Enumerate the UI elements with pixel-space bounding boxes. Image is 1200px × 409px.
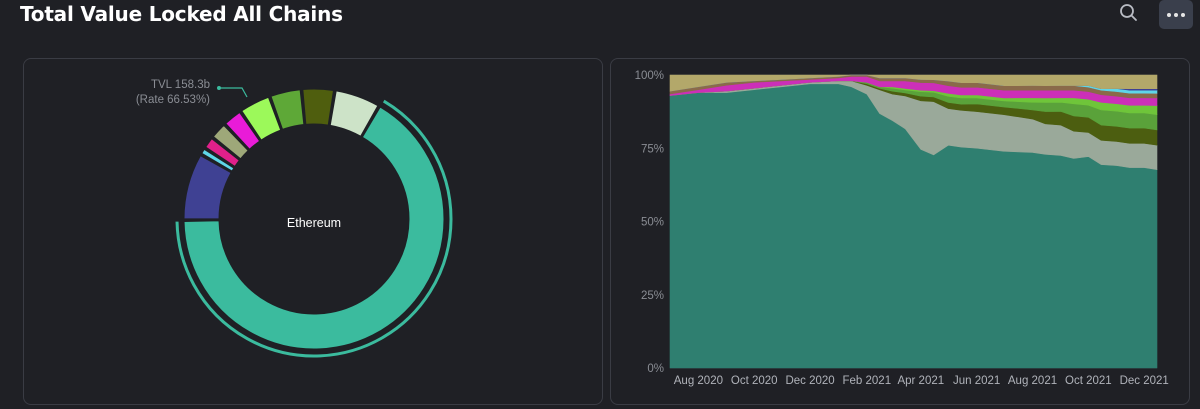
- x-tick-label: Jun 2021: [953, 375, 1000, 387]
- donut-slice-3[interactable]: [205, 137, 240, 168]
- donut-slice-8[interactable]: [302, 88, 335, 126]
- donut-slice-ethereum[interactable]: [183, 106, 445, 350]
- x-tick-label: Oct 2021: [1065, 375, 1112, 387]
- stacked-area-chart: 0% 25% 50% 75% 100% Aug 2020 Oct 2020 Dec 2020…: [635, 70, 1169, 387]
- area-series-9[interactable]: [669, 74, 1158, 92]
- header: Total Value Locked All Chains: [0, 0, 1200, 34]
- donut-slice-2[interactable]: [201, 148, 235, 172]
- search-icon: [1120, 4, 1137, 21]
- donut-center-label: Ethereum: [287, 216, 341, 230]
- donut-slice-5[interactable]: [225, 111, 261, 150]
- tooltip-tvl: TVL 158.3b: [151, 79, 210, 91]
- x-tick-label: Dec 2021: [1120, 375, 1169, 387]
- y-tick-label: 0%: [647, 363, 664, 375]
- y-tick-label: 25%: [641, 290, 664, 302]
- x-tick-label: Apr 2021: [897, 375, 944, 387]
- donut-slice-4[interactable]: [212, 124, 249, 160]
- x-tick-label: Dec 2020: [785, 375, 834, 387]
- donut-slice-6[interactable]: [241, 96, 282, 141]
- more-options-button[interactable]: [1159, 0, 1193, 29]
- y-tick-label: 100%: [635, 70, 664, 82]
- tooltip-leader-line: [219, 87, 248, 98]
- x-tick-label: Oct 2020: [731, 375, 778, 387]
- donut-slice-7[interactable]: [270, 89, 305, 130]
- donut-slice-9[interactable]: [329, 90, 379, 137]
- x-tick-label: Feb 2021: [843, 375, 892, 387]
- tooltip-leader-dot: [217, 86, 221, 90]
- y-tick-label: 75%: [641, 143, 664, 155]
- donut-chart-panel: TVL 158.3b (Rate 66.53%) Ethereum: [23, 58, 603, 405]
- x-tick-label: Aug 2020: [674, 375, 723, 387]
- search-button[interactable]: [1116, 1, 1142, 25]
- y-tick-label: 50%: [641, 217, 664, 229]
- page-title: Total Value Locked All Chains: [20, 2, 343, 26]
- donut-chart: TVL 158.3b (Rate 66.53%) Ethereum: [136, 79, 453, 358]
- x-tick-label: Aug 2021: [1008, 375, 1057, 387]
- tooltip-rate: (Rate 66.53%): [136, 94, 210, 106]
- area-chart-panel: 0% 25% 50% 75% 100% Aug 2020 Oct 2020 Dec 2020…: [610, 58, 1190, 405]
- donut-slice-1[interactable]: [183, 155, 232, 220]
- highlight-outer-arc: [175, 99, 453, 358]
